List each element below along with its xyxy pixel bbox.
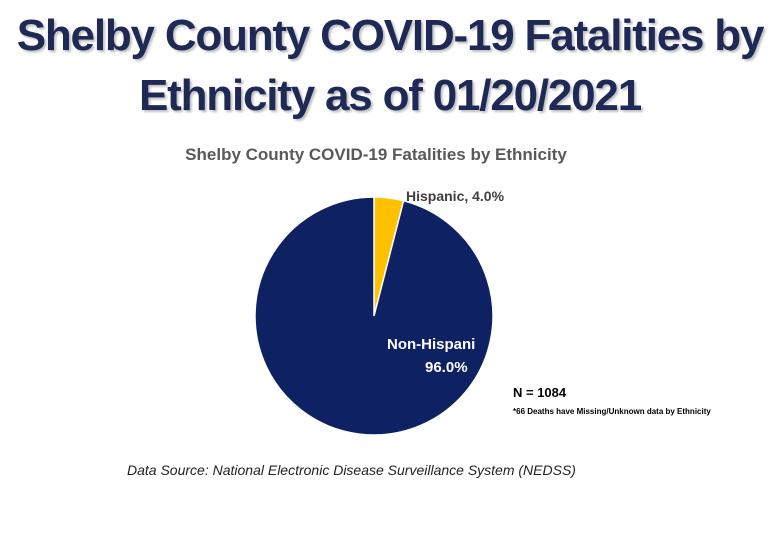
pie-slices xyxy=(254,196,494,436)
non-hispanic-data-label-name: Non-Hispani xyxy=(387,336,475,353)
page-title-line-1: Shelby County COVID-19 Fatalities by xyxy=(16,11,765,60)
non-hispanic-data-label-percent: 96.0% xyxy=(425,359,468,376)
chart-title: Shelby County COVID-19 Fatalities by Eth… xyxy=(185,145,567,164)
missing-data-note: *66 Deaths have Missing/Unknown data by … xyxy=(513,407,711,416)
page-title-line-2: Ethnicity as of 01/20/2021 xyxy=(139,71,642,120)
page-title: Shelby County COVID-19 Fatalities by Eth… xyxy=(0,6,780,126)
data-source-note: Data Source: National Electronic Disease… xyxy=(127,462,576,478)
hispanic-data-label: Hispanic, 4.0% xyxy=(406,188,505,204)
pie-slice-non-hispanic xyxy=(254,196,494,436)
sample-size-label: N = 1084 xyxy=(513,385,567,400)
